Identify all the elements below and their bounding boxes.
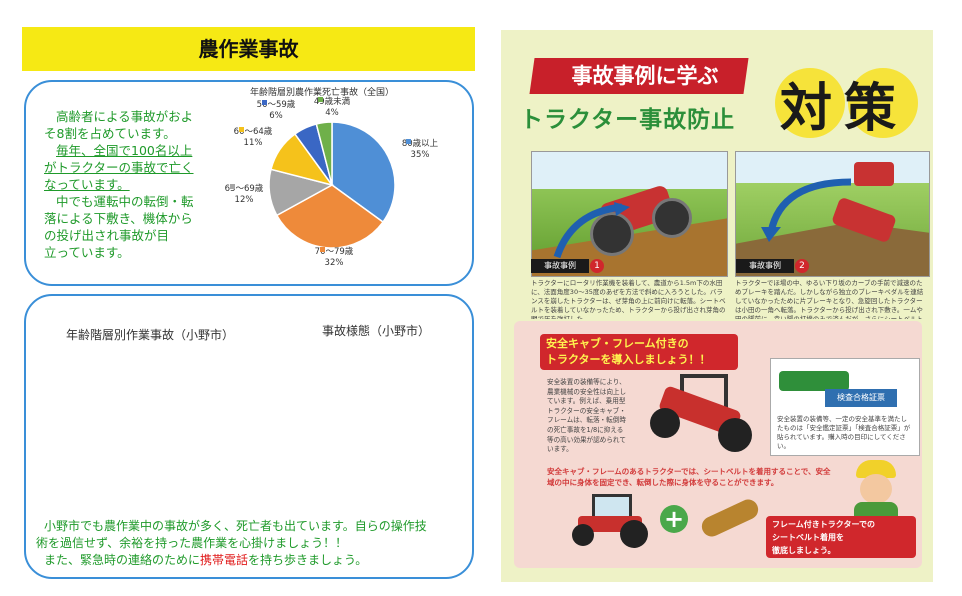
- cab-description: 安全装置の装備等により、農業機械の安全性は向上しています。例えば、乗用型トラクタ…: [547, 378, 627, 454]
- pie0-label-1: 70～79歳: [315, 246, 354, 257]
- text-line: なっています。: [44, 177, 130, 192]
- text-line: 立っています。: [44, 245, 130, 260]
- pie0-marker-3: [239, 127, 244, 132]
- text-line: 高齢者による事故がおよ: [56, 109, 194, 124]
- case1-tag: 事故事例: [531, 259, 589, 273]
- national-stats-panel: [24, 80, 474, 286]
- case2-description: トラクターでほ場の中、ゆるい下り坂のカーブの手前で減速のためブレーキを踏んだ。し…: [735, 279, 924, 319]
- pie0-value-4: 6%: [269, 111, 283, 121]
- plus-icon: +: [660, 505, 688, 533]
- pie0-marker-1: [320, 247, 325, 252]
- seatbelt-callout: フレーム付きトラクターでの シートベルト着用を 徹底しましょう。: [766, 516, 916, 558]
- chart-title: 年齢階層別作業事故（小野市）: [66, 328, 235, 342]
- case2-number: 2: [795, 259, 809, 273]
- text-line: 落による下敷き、機体から: [44, 211, 193, 226]
- pie0-label-2: 65～69歳: [225, 183, 264, 194]
- text-line: 中でも運転中の転倒・転: [56, 194, 194, 209]
- title-banner: 農作業事故: [22, 27, 475, 71]
- national-stats-text: 高齢者による事故がおよ そ8割を占めています。 毎年、全国で100名以上 がトラ…: [44, 108, 234, 261]
- highlight-circle: [848, 68, 918, 138]
- case1-description: トラクターにロータリ作業機を装着して、農道から1.5m下の水田に、法面角度30～…: [531, 279, 726, 319]
- seatbelt-note: 安全キャブ・フレームのあるトラクターでは、シートベルトを着用することで、安全域の…: [547, 467, 831, 487]
- banner-title: 農作業事故: [198, 37, 299, 61]
- pie0-label-5: 49歳未満: [314, 96, 351, 107]
- pie0-slice-0: [331, 121, 396, 224]
- pie0-marker-4: [262, 100, 267, 105]
- poster-subtitle: トラクター事故防止: [520, 107, 736, 133]
- callout-line: シートベルト着用を: [772, 533, 844, 542]
- text-line: そ8割を占めています。: [44, 126, 176, 141]
- pie0-label-4: 50～59歳: [257, 99, 296, 110]
- chart-title: 年齢階層別農作業死亡事故（全国）: [250, 88, 395, 98]
- text-segment: を持ち歩きましょう。: [248, 553, 368, 567]
- pie0-label-0: 80歳以上: [402, 138, 439, 149]
- pie0-marker-2: [230, 184, 235, 189]
- callout-line: フレーム付きトラクターでの: [772, 520, 875, 529]
- pie0-value-0: 35%: [411, 150, 430, 160]
- local-stats-panel: [24, 294, 474, 579]
- text-line: 術を過信せず、余裕を持った農作業を心掛けましょう！！: [36, 536, 348, 550]
- highlight-phone: 携帯電話: [200, 553, 249, 567]
- text-segment: また、緊急時の連絡のために: [44, 553, 201, 567]
- pie0-label-3: 60～64歳: [234, 126, 273, 137]
- poster-big-label: 対策: [780, 79, 909, 139]
- pie0-value-2: 12%: [235, 195, 254, 205]
- illustration-case2: [735, 151, 930, 277]
- certification-card: 検査合格証票 安全装置の装備等、一定の安全基準を満たしたものは「安全鑑定証票」「…: [770, 358, 920, 456]
- frame-tractor-illustration: [640, 368, 760, 456]
- pie0-value-5: 4%: [325, 108, 339, 118]
- highlight-circle: [775, 68, 845, 138]
- text-line: また、緊急時の連絡のために携帯電話を持ち歩きましょう。: [40, 552, 470, 569]
- text-line: 毎年、全国で100名以上: [56, 143, 193, 158]
- pie0-slice-1: [275, 184, 385, 249]
- pie0-value-1: 32%: [325, 258, 344, 268]
- cab-callout-line: 安全キャブ・フレーム付きの: [546, 337, 689, 350]
- cert-label: 検査合格証票: [825, 389, 897, 407]
- text-line: の投げ出され事故が目: [44, 228, 170, 243]
- pie0-slice-5: [315, 121, 333, 186]
- text-line: 小野市でも農作業中の事故が多く、死亡者も出ています。自らの操作技: [44, 519, 427, 533]
- poster-banner-text: 事故事例に学ぶ: [571, 64, 719, 88]
- cab-callout: 安全キャブ・フレーム付きの トラクターを導入しましょう！！: [540, 334, 738, 370]
- local-stats-text: 小野市でも農作業中の事故が多く、死亡者も出ています。自らの操作技 術を過信せず、…: [36, 518, 470, 569]
- pie0-value-3: 11%: [244, 138, 263, 148]
- text-line: がトラクターの事故で亡く: [44, 160, 194, 175]
- cab-tractor-illustration: [572, 494, 652, 548]
- pie0-marker-5: [318, 97, 323, 102]
- pie0-marker-0: [406, 139, 411, 144]
- callout-line: 徹底しましょう。: [772, 546, 836, 555]
- case1-number: 1: [590, 259, 604, 273]
- case2-tag: 事故事例: [736, 259, 794, 273]
- chart-title: 事故様態（小野市）: [322, 324, 431, 338]
- cert-description: 安全装置の装備等、一定の安全基準を満たしたものは「安全鑑定証票」「検査合格証票」…: [777, 415, 911, 450]
- cab-callout-line: トラクターを導入しましょう！！: [546, 353, 711, 366]
